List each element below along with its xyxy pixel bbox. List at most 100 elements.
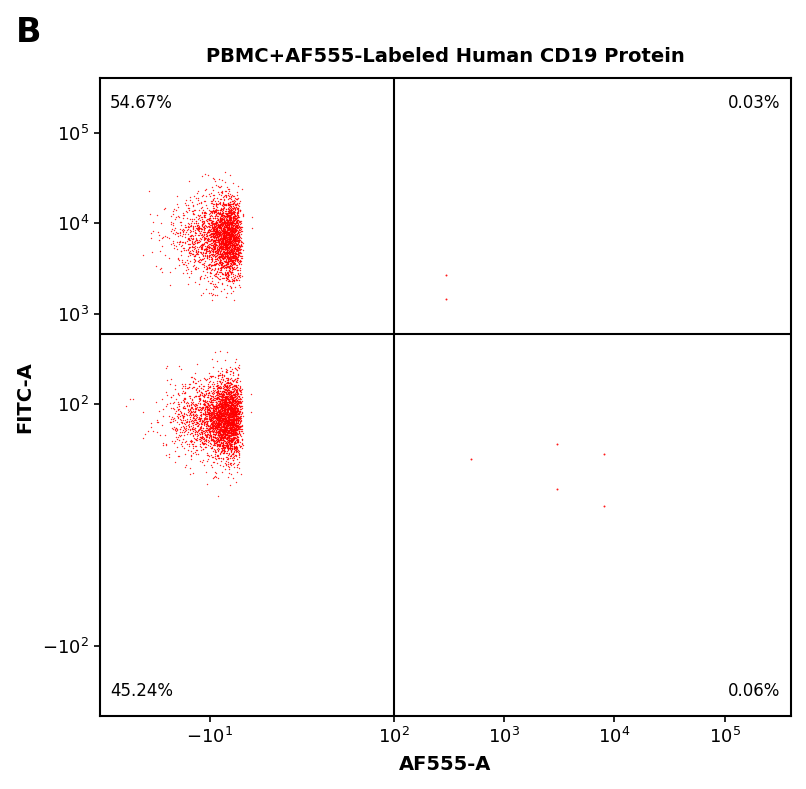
Point: [206, 412, 218, 424]
Point: [222, 236, 235, 249]
Point: [205, 208, 218, 221]
Point: [203, 414, 216, 427]
Point: [215, 422, 228, 435]
Point: [185, 450, 197, 462]
Point: [229, 238, 242, 251]
Point: [231, 398, 244, 410]
Point: [198, 394, 211, 407]
Point: [218, 427, 231, 439]
Point: [223, 393, 236, 406]
Point: [224, 266, 237, 279]
Point: [227, 196, 240, 208]
Point: [231, 273, 244, 286]
Point: [211, 221, 224, 234]
Point: [221, 426, 234, 439]
Point: [228, 256, 241, 269]
Point: [225, 421, 238, 434]
Point: [231, 414, 243, 427]
Point: [218, 409, 231, 422]
Point: [222, 218, 235, 230]
Point: [207, 229, 220, 241]
Point: [223, 414, 236, 427]
Point: [219, 257, 232, 270]
Point: [194, 245, 207, 258]
Point: [211, 233, 224, 245]
Point: [221, 406, 234, 418]
Point: [224, 246, 237, 259]
Point: [226, 426, 239, 439]
Point: [218, 408, 231, 421]
Point: [178, 461, 191, 473]
Point: [223, 222, 236, 234]
Point: [225, 227, 238, 240]
Point: [222, 203, 235, 215]
Point: [221, 231, 234, 244]
Point: [206, 230, 219, 243]
Point: [205, 394, 218, 407]
Point: [222, 235, 235, 248]
Point: [597, 500, 610, 513]
Point: [216, 453, 229, 466]
Point: [227, 253, 240, 266]
Point: [202, 423, 214, 436]
Point: [210, 417, 223, 430]
Point: [210, 281, 223, 294]
Point: [214, 233, 226, 245]
Point: [204, 412, 217, 424]
Point: [198, 242, 211, 255]
Point: [220, 245, 233, 258]
Point: [218, 396, 231, 409]
Point: [227, 413, 240, 425]
Point: [227, 451, 240, 464]
Point: [202, 381, 214, 394]
Point: [229, 428, 242, 440]
Point: [222, 220, 235, 233]
Point: [213, 251, 226, 264]
Point: [214, 394, 227, 406]
Point: [230, 396, 243, 409]
Point: [216, 409, 229, 422]
Point: [217, 245, 230, 258]
Point: [194, 252, 207, 265]
Point: [185, 229, 197, 241]
Point: [222, 384, 235, 397]
Point: [211, 398, 224, 411]
Point: [191, 209, 204, 222]
Point: [167, 403, 180, 416]
Point: [228, 233, 241, 245]
Point: [192, 208, 205, 221]
Point: [189, 228, 202, 241]
Point: [215, 207, 228, 219]
Point: [206, 433, 219, 446]
Point: [195, 427, 208, 439]
Point: [213, 435, 226, 447]
Point: [227, 226, 240, 239]
Point: [225, 248, 238, 260]
Point: [225, 259, 238, 271]
Point: [219, 424, 232, 436]
Point: [223, 221, 236, 234]
Point: [206, 415, 218, 428]
Point: [209, 206, 222, 219]
Point: [186, 375, 199, 387]
Point: [231, 211, 244, 223]
Point: [202, 226, 215, 238]
Point: [228, 402, 241, 414]
Point: [218, 422, 231, 435]
Point: [207, 268, 220, 281]
Point: [232, 391, 245, 403]
Point: [207, 205, 220, 218]
Point: [198, 237, 211, 249]
Point: [222, 390, 235, 402]
Point: [213, 408, 226, 421]
Point: [218, 424, 231, 437]
Point: [206, 245, 218, 257]
Point: [224, 407, 237, 420]
Point: [210, 400, 222, 413]
Point: [216, 394, 229, 406]
Point: [234, 428, 247, 440]
Point: [229, 245, 242, 258]
Point: [229, 210, 242, 222]
Point: [232, 256, 245, 269]
Point: [222, 415, 235, 428]
